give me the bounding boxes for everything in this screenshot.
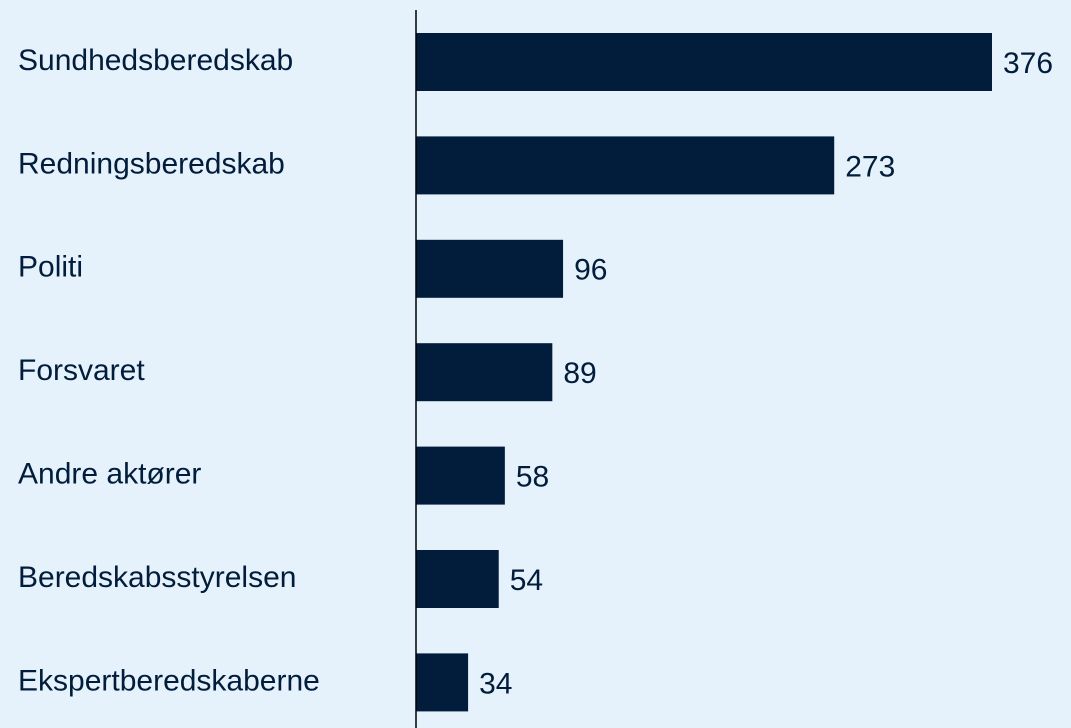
value-label: 58 bbox=[516, 461, 549, 494]
value-label: 273 bbox=[845, 150, 895, 183]
bar bbox=[416, 136, 835, 195]
category-label: Andre aktører bbox=[18, 458, 201, 491]
bar bbox=[416, 653, 469, 712]
value-label: 376 bbox=[1003, 47, 1053, 80]
category-label: Sundhedsberedskab bbox=[18, 44, 293, 77]
bar bbox=[416, 343, 553, 402]
category-label: Forsvaret bbox=[18, 354, 145, 387]
bar bbox=[416, 550, 499, 608]
category-label: Redningsberedskab bbox=[18, 147, 285, 180]
category-label: Politi bbox=[18, 251, 83, 284]
bar bbox=[416, 33, 992, 91]
value-label: 34 bbox=[479, 667, 512, 700]
value-label: 89 bbox=[563, 357, 596, 390]
value-label: 96 bbox=[574, 254, 607, 287]
value-label: 54 bbox=[510, 564, 543, 597]
category-label: Ekspertberedskaberne bbox=[18, 664, 320, 697]
category-label: Beredskabsstyrelsen bbox=[18, 561, 296, 594]
bar bbox=[416, 446, 505, 505]
bar bbox=[416, 239, 564, 298]
